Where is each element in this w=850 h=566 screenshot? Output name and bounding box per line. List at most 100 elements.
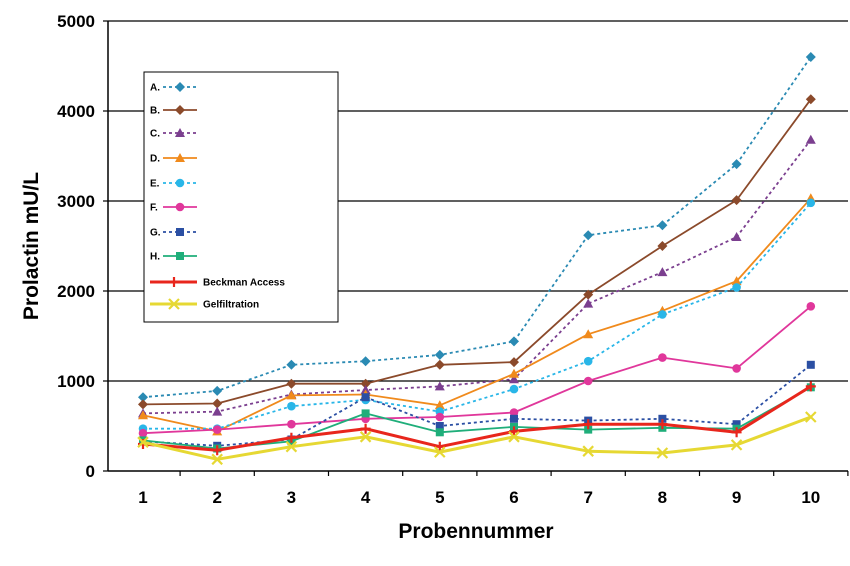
data-point [285, 440, 298, 453]
series-line [142, 385, 812, 452]
data-point [434, 381, 445, 391]
series-7 [139, 360, 815, 450]
data-point [583, 356, 593, 366]
data-point [583, 289, 594, 300]
data-point [509, 374, 519, 384]
data-point [287, 419, 296, 429]
legend-marker [168, 298, 180, 310]
data-point [657, 220, 668, 231]
legend-box [143, 71, 339, 323]
data-point [806, 198, 816, 208]
x-tick-label: 6 [509, 488, 518, 507]
data-point [583, 230, 594, 241]
x-tick-label: 10 [801, 488, 820, 507]
data-point [435, 412, 445, 422]
data-point [509, 426, 519, 437]
data-point [731, 159, 742, 170]
data-point [287, 401, 296, 411]
x-tick-labels: 1 2 3 4 5 6 7 8 9 10 [138, 488, 820, 507]
data-point [509, 336, 519, 347]
data-point [212, 445, 223, 456]
data-point [806, 360, 815, 369]
legend-marker [175, 105, 185, 115]
x-tick-label: 2 [212, 488, 221, 507]
data-point [137, 436, 149, 448]
data-point [509, 408, 519, 417]
data-point [658, 353, 667, 362]
data-point [805, 94, 816, 105]
series-6 [138, 302, 816, 438]
legend-label: A. [150, 83, 160, 94]
data-point [435, 428, 444, 437]
data-point [360, 356, 371, 367]
data-point [730, 439, 743, 451]
data-point [509, 357, 519, 368]
data-point [286, 359, 297, 370]
data-point [805, 381, 816, 392]
x-tick-label: 7 [583, 488, 592, 507]
data-point [212, 425, 222, 434]
legend-label: Gelfiltration [203, 300, 259, 311]
data-point [212, 385, 223, 396]
y-tick-labels: 0 1000 2000 3000 4000 5000 [57, 12, 95, 481]
data-point [286, 432, 297, 443]
x-axis-title: Probennummer [398, 520, 553, 543]
x-tick-label: 8 [658, 488, 667, 507]
data-point [731, 195, 742, 206]
data-point [583, 298, 594, 308]
series-line [142, 364, 812, 447]
data-point [212, 398, 223, 409]
series-1 [138, 52, 816, 403]
data-point [286, 390, 297, 400]
data-point [509, 384, 519, 394]
data-point [434, 400, 445, 410]
data-point [359, 431, 372, 443]
data-point [805, 134, 816, 144]
legend: A. B. C. D. E. F. G. H. Beckman Access Gelfiltrat… [143, 71, 339, 323]
series-line [142, 98, 812, 406]
y-tick-label: 3000 [57, 192, 95, 211]
data-point [361, 409, 370, 418]
x-tick-label: 3 [287, 488, 296, 507]
data-point [138, 428, 148, 438]
legend-marker [175, 178, 185, 188]
data-point [434, 441, 445, 452]
data-point [732, 420, 741, 429]
legend-marker [169, 277, 179, 287]
data-point [657, 419, 668, 430]
data-point [806, 302, 816, 311]
data-point [508, 431, 520, 443]
series-8 [139, 383, 815, 453]
legend-label: G. [150, 228, 161, 239]
data-point [731, 427, 742, 438]
y-tick-label: 5000 [57, 12, 95, 31]
data-point [656, 447, 669, 459]
data-point [657, 241, 668, 251]
data-point [805, 52, 816, 62]
legend-marker [175, 82, 185, 92]
y-axis-title: Prolactin mU/L [20, 172, 43, 320]
data-point [583, 329, 594, 339]
data-point [211, 453, 223, 466]
y-tick-label: 1000 [57, 372, 95, 391]
legend-label: D. [150, 154, 160, 165]
data-point [584, 425, 593, 434]
axes [103, 20, 849, 476]
x-tick-label: 1 [138, 488, 147, 507]
legend-label: Beckman Access [203, 278, 285, 289]
data-point [138, 399, 148, 410]
data-point [510, 414, 518, 423]
series-line [142, 197, 812, 433]
data-point [583, 376, 593, 386]
data-point [361, 393, 370, 402]
x-tick-label: 4 [361, 488, 371, 507]
data-point [138, 392, 148, 403]
data-point [212, 406, 223, 416]
series-line [142, 139, 812, 415]
y-tick-label: 2000 [57, 282, 95, 301]
legend-label: B. [150, 106, 160, 117]
data-point [434, 349, 445, 360]
data-point [286, 378, 297, 389]
series-group [137, 52, 817, 466]
